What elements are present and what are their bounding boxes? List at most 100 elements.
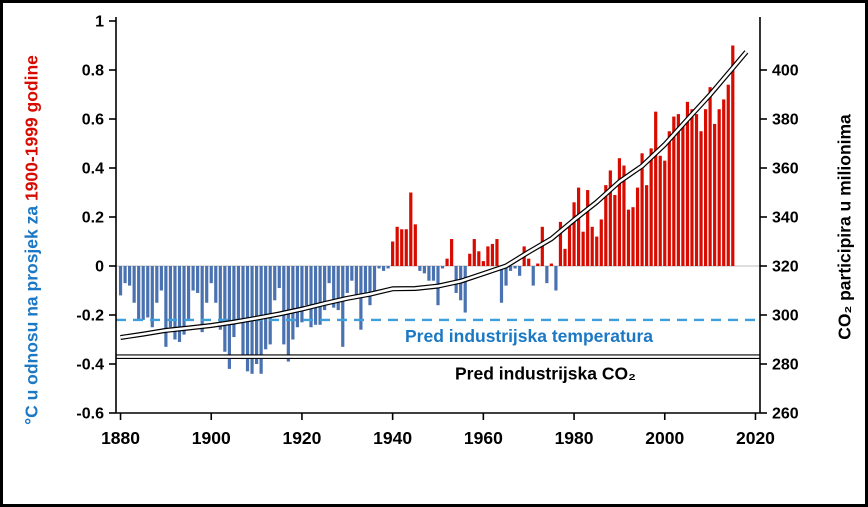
x-axis-tick-label: 1940 bbox=[373, 428, 412, 448]
temp-bar-1904 bbox=[227, 266, 231, 369]
left-axis-title-period-part: 1900-1999 godine bbox=[21, 55, 42, 202]
temp-bar-1937 bbox=[377, 266, 381, 269]
temp-bar-1887 bbox=[150, 266, 154, 328]
temp-bar-2010 bbox=[708, 87, 712, 267]
left-axis-tick-label: 0.4 bbox=[82, 161, 104, 178]
temp-bar-2012 bbox=[717, 109, 721, 266]
temp-bar-2009 bbox=[703, 109, 708, 266]
temp-bar-1941 bbox=[395, 226, 399, 266]
temp-bar-1894 bbox=[182, 266, 186, 335]
left-axis-title-temperature-part: °C u odnosu na prosjek za bbox=[21, 201, 42, 425]
temp-bar-1968 bbox=[518, 266, 522, 276]
temp-bar-1918 bbox=[291, 266, 295, 340]
temp-bar-1944 bbox=[409, 192, 413, 266]
temp-bar-1906 bbox=[236, 266, 241, 320]
temp-bar-1914 bbox=[273, 266, 277, 301]
temp-bar-1980 bbox=[572, 202, 576, 266]
temp-bar-1921 bbox=[304, 266, 309, 306]
temp-bar-1997 bbox=[649, 148, 653, 266]
temp-bar-2001 bbox=[667, 131, 671, 266]
temp-bar-1970 bbox=[527, 258, 531, 266]
temp-bar-1996 bbox=[645, 185, 649, 266]
temp-bar-1926 bbox=[327, 266, 331, 284]
temp-bar-1965 bbox=[504, 266, 508, 286]
temp-bar-1889 bbox=[159, 266, 163, 291]
temp-bar-2002 bbox=[672, 116, 676, 266]
temp-bar-1966 bbox=[508, 266, 513, 271]
temp-bar-1999 bbox=[658, 155, 662, 266]
temp-bar-1901 bbox=[214, 266, 218, 303]
temp-bar-1893 bbox=[177, 266, 182, 342]
preindustrial-temperature-label: Pred industrijska temperatura bbox=[405, 326, 653, 346]
temp-bar-1994 bbox=[635, 187, 640, 266]
temp-bar-1985 bbox=[595, 236, 599, 266]
temp-bar-1890 bbox=[164, 266, 168, 347]
temp-bar-1880 bbox=[118, 266, 123, 296]
climate-chart: 1 0.8 0.6 0.4 0.2 0 -0.2 -0.4 -0.6 400 380 360 340 32… bbox=[76, 14, 799, 449]
temp-bar-1964 bbox=[499, 266, 504, 303]
temp-bar-1920 bbox=[300, 266, 304, 323]
left-axis-tick-label: 0.2 bbox=[82, 210, 104, 227]
left-axis-tick-label: 0 bbox=[95, 259, 104, 276]
left-axis-title: °C u odnosu na prosjek za 1900-1999 godi… bbox=[22, 55, 43, 425]
temp-bar-1932 bbox=[354, 266, 358, 298]
x-axis-tick-label: 1960 bbox=[464, 428, 503, 448]
temp-bar-1949 bbox=[431, 266, 436, 281]
temp-bar-1910 bbox=[254, 266, 259, 364]
preindustrial-co2-label: Pred industrijska CO₂ bbox=[455, 364, 636, 384]
temp-bar-1936 bbox=[372, 266, 377, 296]
left-axis-tick-label: 0.8 bbox=[82, 63, 104, 80]
temp-bar-1902 bbox=[218, 266, 222, 330]
left-axis-tick-label: -0.2 bbox=[76, 308, 104, 325]
temp-bar-1991 bbox=[622, 165, 626, 266]
temp-bar-1946 bbox=[418, 266, 422, 271]
x-axis-tick-label: 1920 bbox=[282, 428, 321, 448]
temp-bar-1923 bbox=[313, 266, 318, 325]
temp-bar-2006 bbox=[690, 109, 694, 266]
left-axis-tick-label: 0.6 bbox=[82, 112, 104, 129]
temp-bar-1913 bbox=[268, 266, 272, 345]
temp-bar-1884 bbox=[137, 266, 141, 320]
left-axis-tick-label: 1 bbox=[95, 14, 104, 31]
temp-bar-1885 bbox=[141, 266, 145, 320]
temp-bar-2015 bbox=[731, 45, 735, 266]
temp-bar-1978 bbox=[563, 248, 567, 266]
temp-bar-1886 bbox=[146, 266, 150, 318]
temp-bar-2003 bbox=[676, 114, 680, 266]
temp-bar-1895 bbox=[186, 266, 191, 320]
temp-bar-1977 bbox=[558, 221, 563, 266]
temp-bar-1960 bbox=[481, 261, 485, 266]
temp-bar-2005 bbox=[685, 101, 690, 266]
temp-bar-1929 bbox=[341, 266, 345, 347]
right-axis-title: CO₂ participira u milionima bbox=[834, 114, 855, 340]
right-axis-tick-label: 260 bbox=[772, 406, 799, 423]
x-axis-tick-label: 2020 bbox=[736, 428, 775, 448]
temp-bar-1899 bbox=[205, 266, 209, 303]
temp-bar-2008 bbox=[699, 131, 703, 266]
temp-bar-1928 bbox=[336, 266, 340, 311]
temp-bar-1979 bbox=[567, 224, 572, 266]
temp-bar-1983 bbox=[586, 190, 590, 266]
temp-bar-1927 bbox=[332, 266, 336, 308]
temp-bar-1907 bbox=[241, 266, 245, 360]
temp-bar-1988 bbox=[608, 170, 612, 266]
temp-bar-1882 bbox=[128, 266, 132, 286]
temp-bar-1891 bbox=[168, 266, 173, 328]
temp-bar-1940 bbox=[391, 241, 395, 266]
temp-bar-1962 bbox=[490, 243, 495, 266]
temp-bar-1951 bbox=[440, 266, 445, 269]
temp-bar-1916 bbox=[282, 266, 286, 345]
temp-bar-1993 bbox=[631, 207, 635, 266]
temp-bar-1990 bbox=[617, 158, 622, 266]
temp-bar-1919 bbox=[295, 266, 300, 328]
temp-bar-1881 bbox=[123, 266, 127, 284]
temp-bar-1958 bbox=[472, 239, 476, 266]
temp-bar-1905 bbox=[232, 266, 236, 338]
temp-bar-1931 bbox=[350, 266, 354, 281]
temp-bar-1883 bbox=[132, 266, 136, 303]
temp-bar-2011 bbox=[713, 123, 717, 267]
temp-bar-1957 bbox=[468, 253, 472, 266]
temp-bar-1981 bbox=[576, 187, 581, 266]
co2-curve-core bbox=[120, 51, 748, 339]
